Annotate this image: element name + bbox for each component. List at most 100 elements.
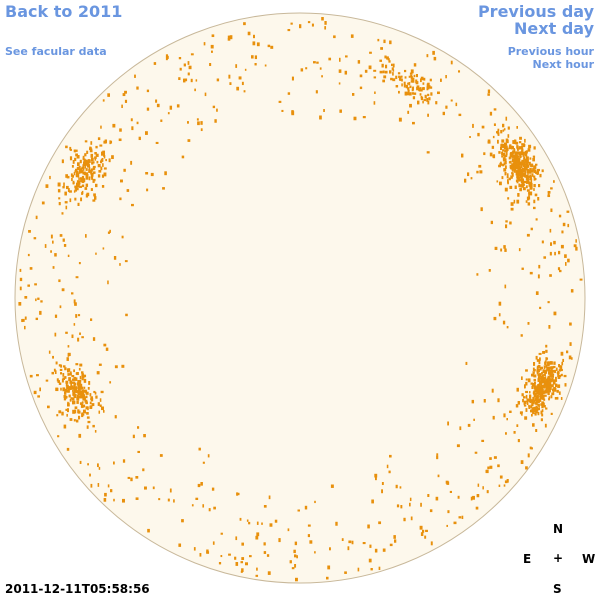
facula bbox=[78, 367, 81, 371]
facula bbox=[44, 244, 47, 248]
facula bbox=[410, 69, 414, 74]
facula bbox=[56, 414, 59, 417]
facula bbox=[527, 179, 530, 182]
facula bbox=[368, 558, 372, 563]
facula bbox=[423, 99, 427, 102]
facula bbox=[118, 138, 122, 142]
facula bbox=[564, 254, 567, 258]
facula bbox=[75, 388, 78, 392]
back-link[interactable]: Back to 2011 bbox=[5, 2, 123, 21]
facula bbox=[522, 398, 524, 403]
previous-day-link[interactable]: Previous day bbox=[477, 2, 594, 21]
facula bbox=[236, 492, 239, 496]
facula bbox=[69, 398, 72, 402]
facula bbox=[529, 395, 532, 398]
facula bbox=[520, 162, 524, 166]
facula bbox=[413, 74, 416, 78]
facula bbox=[558, 214, 562, 218]
facula bbox=[74, 386, 78, 390]
facula bbox=[256, 521, 259, 525]
facula bbox=[70, 397, 73, 400]
facula bbox=[66, 175, 70, 179]
facula bbox=[533, 146, 536, 150]
facula bbox=[50, 234, 53, 239]
facula bbox=[395, 484, 398, 489]
facula bbox=[532, 168, 535, 172]
previous-hour-link[interactable]: Previous hour bbox=[507, 45, 594, 58]
facula bbox=[483, 152, 486, 156]
facula bbox=[550, 384, 554, 388]
facula bbox=[227, 38, 231, 41]
facula bbox=[407, 82, 409, 85]
facula bbox=[436, 455, 439, 460]
facula bbox=[100, 166, 103, 171]
facula bbox=[311, 23, 314, 27]
facula bbox=[48, 350, 51, 354]
facula bbox=[521, 170, 524, 175]
facula bbox=[540, 366, 543, 370]
facula bbox=[422, 529, 425, 533]
facula bbox=[429, 509, 433, 513]
facula bbox=[375, 476, 377, 481]
facula bbox=[261, 522, 263, 525]
facula bbox=[293, 549, 296, 554]
facula bbox=[378, 566, 381, 570]
facula bbox=[554, 397, 558, 400]
facula bbox=[77, 409, 80, 414]
facula bbox=[268, 495, 271, 500]
facula bbox=[84, 166, 87, 169]
facula bbox=[35, 298, 37, 302]
facula bbox=[513, 199, 516, 204]
facula bbox=[505, 116, 508, 121]
facula bbox=[560, 397, 563, 400]
facula bbox=[542, 391, 545, 395]
facula bbox=[424, 535, 427, 539]
facula bbox=[135, 476, 139, 479]
facula bbox=[369, 51, 372, 54]
next-day-link[interactable]: Next day bbox=[514, 19, 594, 38]
facula bbox=[532, 372, 535, 377]
facula bbox=[71, 397, 75, 401]
facula bbox=[553, 240, 556, 245]
facula bbox=[549, 274, 552, 277]
facula bbox=[39, 387, 41, 392]
facula bbox=[75, 168, 78, 172]
facula bbox=[525, 390, 528, 394]
facula bbox=[541, 384, 544, 388]
facula bbox=[532, 367, 535, 372]
facula bbox=[519, 179, 523, 182]
facula bbox=[520, 151, 524, 156]
facula bbox=[166, 55, 169, 59]
facula bbox=[57, 435, 60, 438]
facula bbox=[515, 172, 519, 176]
facula bbox=[377, 38, 380, 42]
facula bbox=[114, 365, 118, 369]
facula bbox=[467, 172, 470, 177]
facula bbox=[122, 93, 126, 97]
facula bbox=[69, 156, 73, 161]
facula bbox=[39, 310, 42, 315]
facula bbox=[178, 77, 181, 81]
facula bbox=[19, 268, 22, 272]
facula bbox=[24, 325, 26, 330]
facula bbox=[523, 404, 527, 407]
facula bbox=[398, 90, 400, 94]
facula bbox=[196, 118, 199, 121]
facula bbox=[173, 499, 175, 503]
facula bbox=[179, 67, 182, 71]
facula bbox=[505, 220, 508, 223]
facula bbox=[40, 300, 43, 303]
facula bbox=[506, 326, 509, 329]
facula bbox=[67, 402, 70, 406]
facula bbox=[518, 170, 522, 175]
facula bbox=[78, 177, 80, 181]
facula bbox=[338, 82, 341, 85]
facula bbox=[64, 201, 68, 204]
facula bbox=[28, 230, 31, 233]
facular-link[interactable]: See facular data bbox=[5, 45, 107, 58]
facula bbox=[503, 245, 506, 249]
facula bbox=[82, 157, 85, 161]
facula bbox=[558, 391, 561, 395]
facula bbox=[509, 185, 513, 189]
next-hour-link[interactable]: Next hour bbox=[532, 58, 595, 71]
